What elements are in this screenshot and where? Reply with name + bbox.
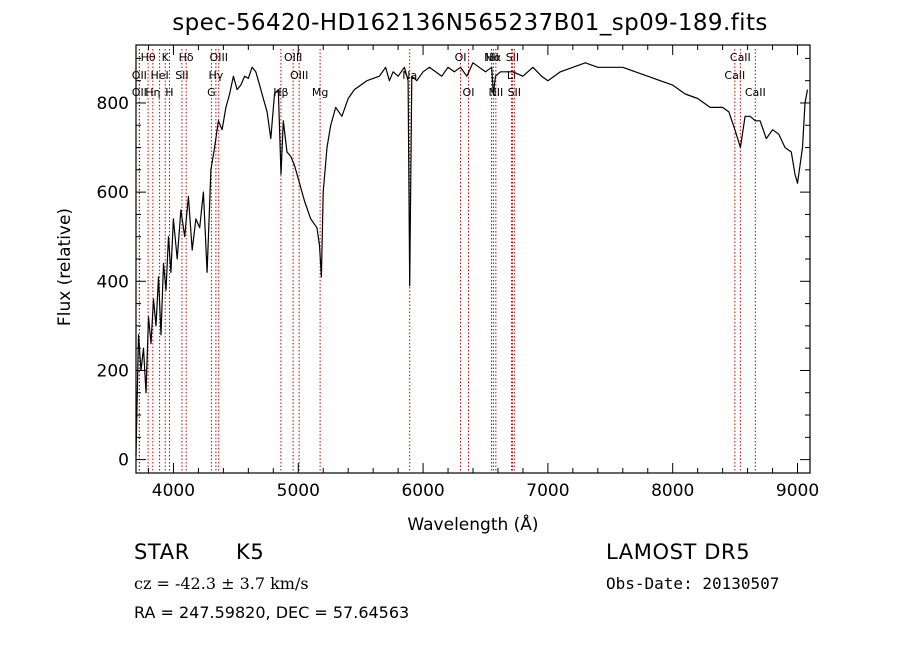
spectral-line-label: HeI <box>150 69 168 82</box>
survey-name: LAMOST DR5 <box>606 540 751 564</box>
spectrum-line <box>135 62 809 456</box>
y-axis-label: Flux (relative) <box>55 208 75 326</box>
spectral-line-label: OI <box>455 51 467 64</box>
x-tick-label: 8000 <box>651 481 694 501</box>
spectral-line-label: Hδ <box>179 51 194 64</box>
spectral-line-label: OIII <box>284 51 302 64</box>
spectral-line-label: SII <box>508 86 521 99</box>
spectral-line-label: Hα <box>486 51 502 64</box>
spectral-line-label: Mg <box>312 86 328 99</box>
y-tick-label: 200 <box>97 361 129 381</box>
plot-frame <box>135 44 811 474</box>
page-title: spec-56420-HD162136N565237B01_sp09-189.f… <box>172 10 768 36</box>
x-tick-label: 5000 <box>277 481 320 501</box>
x-tick-label: 7000 <box>526 481 569 501</box>
spectral-line-label: OI <box>463 86 475 99</box>
y-tick-label: 800 <box>97 94 129 114</box>
y-tick-label: 600 <box>97 183 129 203</box>
spectral-line-label: NII <box>488 86 503 99</box>
obs-date: Obs-Date: 20130507 <box>606 574 780 593</box>
y-tick-label: 0 <box>118 451 129 471</box>
x-tick-label: 9000 <box>776 481 819 501</box>
coordinates: RA = 247.59820, DEC = 57.64563 <box>134 603 410 622</box>
spectral-line-label: CaII <box>730 51 751 64</box>
spectral-line-label: Na <box>402 69 417 82</box>
object-class: STAR <box>134 540 190 564</box>
spectral-line-label: OIII <box>290 69 308 82</box>
redshift-cz: cz = -42.3 ± 3.7 km/s <box>134 574 309 593</box>
spectral-line-label: OIII <box>210 51 228 64</box>
spectral-line-label: CaII <box>724 69 745 82</box>
spectral-line-label: K <box>162 51 170 64</box>
spectral-line-label: SII <box>506 51 519 64</box>
spectral-line-label: Hγ <box>208 69 223 82</box>
spectral-line-label: Hθ <box>141 51 156 64</box>
x-tick-label: 6000 <box>401 481 444 501</box>
spectral-line-label: Hβ <box>273 86 288 99</box>
x-tick-label: 4000 <box>152 481 195 501</box>
spectral-line-label: Hη <box>145 86 160 99</box>
y-tick-label: 400 <box>97 272 129 292</box>
spectral-line-label: Li <box>507 69 516 82</box>
x-axis-label: Wavelength (Å) <box>407 513 538 535</box>
spectral-line-label: CaII <box>745 86 766 99</box>
spectral-line-label: NII <box>484 51 499 64</box>
subclass: K5 <box>236 540 265 564</box>
spectral-line-label: G <box>207 86 216 99</box>
spectral-line-label: H <box>165 86 173 99</box>
spectral-line-label: SII <box>175 69 188 82</box>
